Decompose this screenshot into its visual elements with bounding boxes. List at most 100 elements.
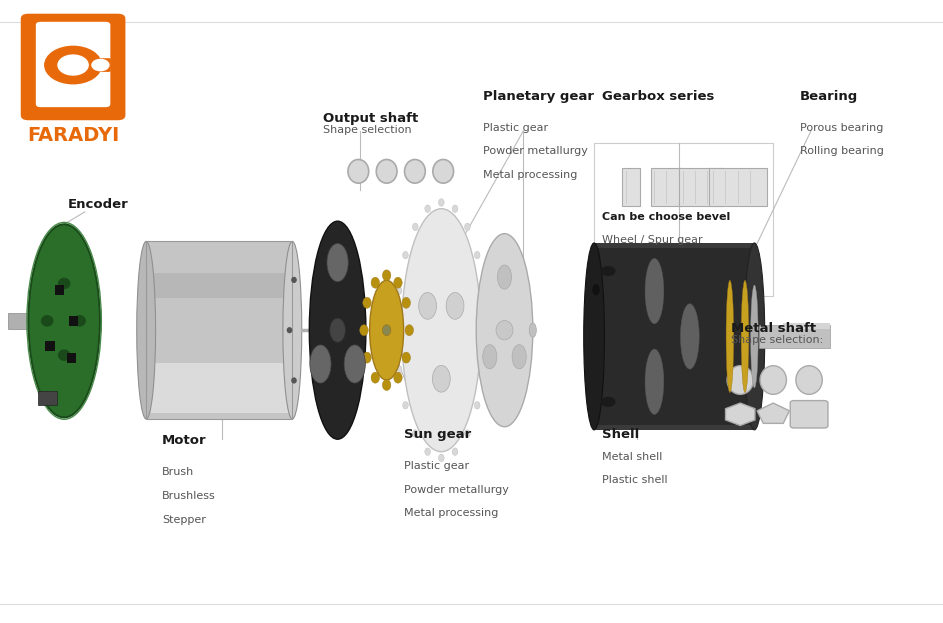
Ellipse shape bbox=[41, 315, 54, 326]
Ellipse shape bbox=[476, 234, 533, 427]
Ellipse shape bbox=[412, 430, 418, 437]
Text: Metal shell: Metal shell bbox=[602, 452, 662, 462]
Ellipse shape bbox=[498, 265, 512, 289]
Ellipse shape bbox=[394, 277, 402, 288]
Bar bbox=[8, 313, 30, 329]
Ellipse shape bbox=[474, 401, 480, 409]
Ellipse shape bbox=[396, 287, 402, 295]
Ellipse shape bbox=[28, 224, 100, 417]
Bar bbox=[151, 273, 288, 298]
Ellipse shape bbox=[433, 159, 454, 183]
Bar bbox=[146, 242, 292, 419]
Polygon shape bbox=[725, 403, 755, 426]
Bar bbox=[38, 391, 57, 405]
Ellipse shape bbox=[474, 252, 480, 259]
Text: Planetary gear: Planetary gear bbox=[483, 90, 594, 103]
Bar bbox=[45, 341, 55, 351]
Ellipse shape bbox=[403, 401, 408, 409]
Ellipse shape bbox=[348, 159, 369, 183]
Text: Shape selection:: Shape selection: bbox=[731, 335, 823, 345]
Ellipse shape bbox=[372, 277, 379, 288]
Circle shape bbox=[602, 267, 615, 275]
Ellipse shape bbox=[309, 221, 366, 439]
Ellipse shape bbox=[291, 277, 297, 283]
FancyBboxPatch shape bbox=[36, 22, 110, 107]
Ellipse shape bbox=[483, 345, 497, 369]
Ellipse shape bbox=[383, 270, 391, 281]
Text: Metal processing: Metal processing bbox=[483, 170, 577, 180]
Ellipse shape bbox=[383, 325, 391, 336]
Circle shape bbox=[45, 46, 102, 83]
Ellipse shape bbox=[376, 159, 397, 183]
Ellipse shape bbox=[496, 320, 513, 340]
Text: Metal shaft: Metal shaft bbox=[731, 322, 816, 335]
Ellipse shape bbox=[330, 318, 345, 342]
Ellipse shape bbox=[363, 297, 372, 308]
Text: Stepper: Stepper bbox=[162, 515, 207, 525]
Bar bbox=[651, 168, 682, 206]
Ellipse shape bbox=[58, 278, 71, 289]
Ellipse shape bbox=[383, 379, 391, 391]
Ellipse shape bbox=[394, 372, 402, 383]
Ellipse shape bbox=[287, 327, 292, 333]
Ellipse shape bbox=[419, 293, 437, 319]
Bar bbox=[594, 243, 754, 248]
Text: Gearbox series: Gearbox series bbox=[602, 90, 714, 103]
Ellipse shape bbox=[741, 280, 749, 392]
Ellipse shape bbox=[465, 430, 471, 437]
Ellipse shape bbox=[424, 448, 430, 455]
Ellipse shape bbox=[512, 345, 526, 369]
Text: Powder metallurgy: Powder metallurgy bbox=[404, 485, 508, 495]
Text: Metal processing: Metal processing bbox=[404, 508, 498, 518]
Text: Shell: Shell bbox=[602, 428, 639, 441]
Ellipse shape bbox=[727, 366, 753, 394]
Text: FARADYI: FARADYI bbox=[27, 126, 119, 145]
Ellipse shape bbox=[681, 304, 700, 369]
Ellipse shape bbox=[363, 352, 372, 363]
Bar bbox=[783, 323, 830, 329]
Ellipse shape bbox=[529, 323, 537, 338]
Ellipse shape bbox=[372, 372, 379, 383]
Ellipse shape bbox=[58, 350, 71, 361]
Text: Bearing: Bearing bbox=[800, 90, 858, 103]
Bar bbox=[622, 168, 640, 206]
Bar bbox=[679, 168, 723, 206]
Ellipse shape bbox=[74, 315, 86, 326]
Text: Powder metallurgy: Powder metallurgy bbox=[483, 146, 587, 156]
Bar bbox=[594, 425, 754, 430]
Ellipse shape bbox=[412, 223, 418, 231]
Text: Plastic gear: Plastic gear bbox=[483, 123, 548, 133]
Text: Wheel / Spur gear: Wheel / Spur gear bbox=[602, 235, 703, 245]
Ellipse shape bbox=[402, 297, 410, 308]
Ellipse shape bbox=[402, 352, 410, 363]
Ellipse shape bbox=[360, 325, 368, 336]
Ellipse shape bbox=[645, 349, 664, 414]
Circle shape bbox=[58, 55, 89, 75]
Ellipse shape bbox=[396, 366, 402, 373]
Ellipse shape bbox=[424, 205, 430, 212]
Ellipse shape bbox=[760, 366, 786, 394]
Ellipse shape bbox=[796, 366, 822, 394]
Ellipse shape bbox=[645, 259, 664, 324]
Bar bbox=[55, 285, 64, 295]
Ellipse shape bbox=[137, 241, 156, 419]
Bar bbox=[709, 168, 767, 206]
Text: Shape selection: Shape selection bbox=[323, 125, 412, 135]
Ellipse shape bbox=[344, 345, 365, 383]
Text: Motor: Motor bbox=[162, 434, 207, 447]
Ellipse shape bbox=[453, 205, 458, 212]
Circle shape bbox=[602, 397, 615, 406]
Bar bbox=[146, 242, 292, 419]
Ellipse shape bbox=[403, 252, 408, 259]
Ellipse shape bbox=[481, 366, 487, 373]
FancyBboxPatch shape bbox=[91, 58, 111, 72]
Text: Can be choose bevel: Can be choose bevel bbox=[602, 212, 730, 222]
Polygon shape bbox=[757, 403, 789, 424]
Ellipse shape bbox=[465, 223, 471, 231]
Ellipse shape bbox=[726, 280, 734, 392]
Ellipse shape bbox=[453, 448, 458, 455]
Ellipse shape bbox=[438, 454, 444, 462]
Ellipse shape bbox=[584, 243, 604, 430]
Text: Output shaft: Output shaft bbox=[323, 112, 419, 125]
Ellipse shape bbox=[394, 326, 400, 334]
